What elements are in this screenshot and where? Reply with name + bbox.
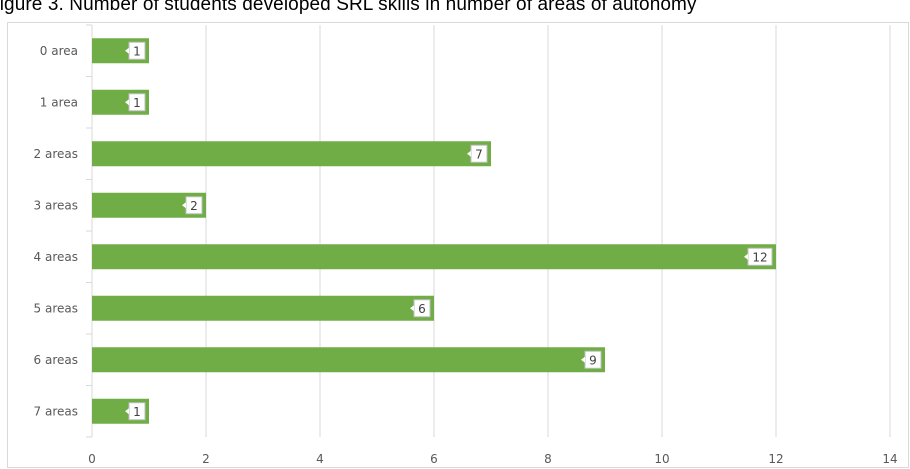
data-label-pointer <box>125 99 129 106</box>
data-labels: 1 1 7 2 12 6 9 1 <box>125 41 773 421</box>
data-label-pointer <box>467 150 471 157</box>
data-label: 1 <box>133 44 141 58</box>
category-axis <box>86 24 93 438</box>
x-tick-label: 8 <box>544 452 552 466</box>
x-tick-label: 4 <box>316 452 324 466</box>
data-label: 1 <box>133 405 141 419</box>
bar-6 <box>92 347 605 373</box>
data-label-pointer <box>581 356 585 363</box>
gridlines <box>205 25 891 437</box>
data-label-pointer <box>744 253 748 260</box>
data-label-pointer <box>125 408 129 415</box>
data-label: 2 <box>190 199 198 213</box>
data-label-pointer <box>182 202 186 209</box>
category-label: 5 areas <box>34 301 78 315</box>
data-label-pointer <box>125 47 129 54</box>
bar-5 <box>92 295 434 321</box>
data-label: 6 <box>418 302 426 316</box>
x-tick-label: 12 <box>768 452 783 466</box>
category-label: 2 areas <box>34 147 78 161</box>
chart-area <box>7 22 909 468</box>
category-label: 7 areas <box>34 404 78 418</box>
category-label: 6 areas <box>34 353 78 367</box>
category-label: 1 area <box>40 95 78 109</box>
data-label: 12 <box>752 250 767 264</box>
data-label: 9 <box>589 353 597 367</box>
category-label: 3 areas <box>34 198 78 212</box>
x-tick-label: 6 <box>430 452 438 466</box>
x-tick-label: 14 <box>882 452 897 466</box>
bar-4 <box>92 244 776 270</box>
category-labels: 0 area 1 area 2 areas 3 areas 4 areas 5 areas… <box>34 44 78 419</box>
category-label: 0 area <box>40 44 78 58</box>
x-tick-label: 10 <box>654 452 669 466</box>
bar-2 <box>92 141 491 167</box>
chart-title: Figure 3. Number of students developed S… <box>0 0 697 15</box>
x-tick-label: 2 <box>202 452 210 466</box>
data-label: 7 <box>475 147 483 161</box>
category-label: 4 areas <box>34 250 78 264</box>
data-label: 1 <box>133 96 141 110</box>
x-tick-label: 0 <box>88 452 96 466</box>
data-label-pointer <box>410 305 414 312</box>
value-axis: 0 2 4 6 8 10 12 14 <box>88 452 897 466</box>
